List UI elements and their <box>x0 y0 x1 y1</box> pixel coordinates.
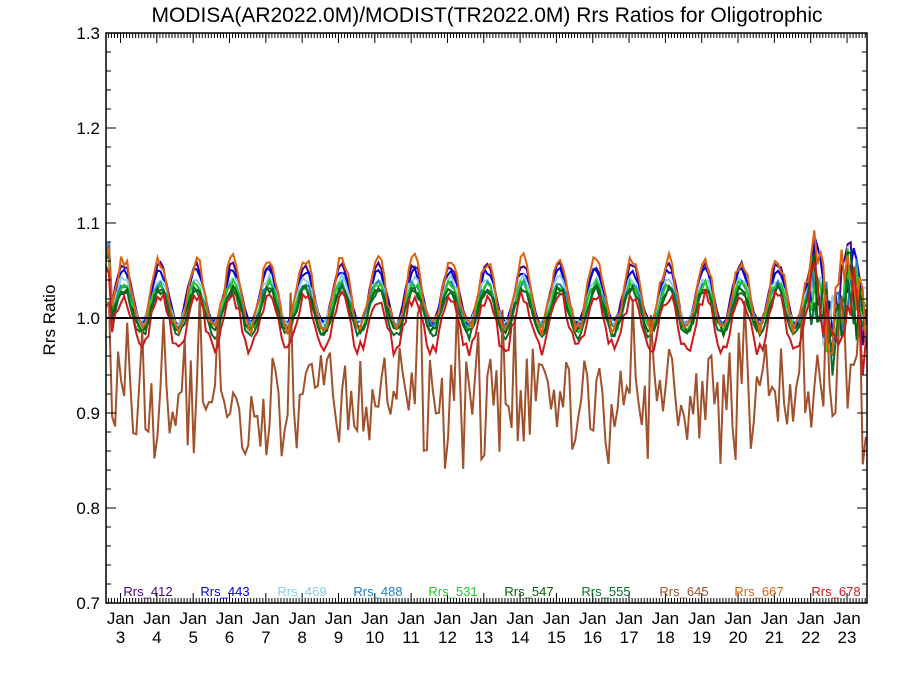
x-tick-label-month: Jan <box>107 609 134 628</box>
x-tick-label-month: Jan <box>761 609 788 628</box>
legend-item-rrs-678: Rrs_678 <box>811 584 860 599</box>
x-tick-label-year: 17 <box>620 628 639 647</box>
legend-item-rrs-531: Rrs_531 <box>428 584 477 599</box>
x-tick-label-month: Jan <box>216 609 243 628</box>
x-tick-label-month: Jan <box>652 609 679 628</box>
x-tick-label-year: 23 <box>838 628 857 647</box>
x-tick-label-year: 20 <box>729 628 748 647</box>
series-line-rrs-645 <box>106 292 867 470</box>
legend: Rrs_412 Rrs_443 Rrs_469 Rrs_488 Rrs_531 Rrs_5… <box>123 584 860 599</box>
x-tick-label-month: Jan <box>506 609 533 628</box>
x-tick-label-year: 9 <box>334 628 343 647</box>
x-tick-label-month: Jan <box>143 609 170 628</box>
legend-item-rrs-645: Rrs_645 <box>659 584 708 599</box>
axes-layer: 0.70.80.91.01.11.21.3Jan3Jan4Jan5Jan6Jan… <box>76 24 868 647</box>
series-line-rrs-555 <box>106 247 867 376</box>
x-tick-label-year: 5 <box>188 628 197 647</box>
x-tick-label-month: Jan <box>397 609 424 628</box>
legend-item-rrs-412: Rrs_412 <box>123 584 172 599</box>
x-tick-label-year: 19 <box>692 628 711 647</box>
legend-item-rrs-469: Rrs_469 <box>277 584 326 599</box>
x-tick-label-year: 13 <box>474 628 493 647</box>
x-tick-label-year: 22 <box>801 628 820 647</box>
x-tick-label-month: Jan <box>543 609 570 628</box>
x-tick-label-year: 15 <box>547 628 566 647</box>
y-tick-label: 0.7 <box>76 594 100 613</box>
x-tick-label-month: Jan <box>252 609 279 628</box>
series-line-rrs-531 <box>106 247 867 353</box>
y-axis-label: Rrs Ratio <box>40 285 59 356</box>
x-tick-label-month: Jan <box>615 609 642 628</box>
x-tick-label-year: 18 <box>656 628 675 647</box>
x-tick-label-month: Jan <box>434 609 461 628</box>
y-tick-label: 1.2 <box>76 119 100 138</box>
x-tick-label-month: Jan <box>325 609 352 628</box>
x-tick-label-month: Jan <box>579 609 606 628</box>
x-tick-label-year: 3 <box>116 628 125 647</box>
x-tick-label-year: 10 <box>365 628 384 647</box>
x-tick-label-year: 12 <box>438 628 457 647</box>
y-tick-label: 1.3 <box>76 24 100 43</box>
x-tick-label-year: 11 <box>402 628 420 647</box>
x-tick-label-month: Jan <box>470 609 497 628</box>
legend-item-rrs-488: Rrs_488 <box>353 584 402 599</box>
x-tick-label-month: Jan <box>179 609 206 628</box>
x-tick-label-year: 7 <box>261 628 270 647</box>
y-tick-label: 1.1 <box>76 214 100 233</box>
legend-item-rrs-443: Rrs_443 <box>200 584 249 599</box>
x-tick-label-month: Jan <box>288 609 315 628</box>
x-tick-label-year: 16 <box>583 628 602 647</box>
x-tick-label-year: 21 <box>765 628 784 647</box>
x-tick-label-month: Jan <box>688 609 715 628</box>
series-layer <box>106 230 867 470</box>
x-tick-label-month: Jan <box>833 609 860 628</box>
y-tick-label: 0.8 <box>76 499 100 518</box>
x-tick-label-month: Jan <box>361 609 388 628</box>
x-tick-label-month: Jan <box>797 609 824 628</box>
x-tick-label-month: Jan <box>724 609 751 628</box>
chart-title: MODISA(AR2022.0M)/MODIST(TR2022.0M) Rrs … <box>151 4 822 27</box>
y-tick-label: 0.9 <box>76 404 100 423</box>
legend-item-rrs-547: Rrs_547 <box>504 584 553 599</box>
series-line-rrs-678 <box>106 261 867 376</box>
x-tick-label-year: 6 <box>225 628 234 647</box>
legend-item-rrs-667: Rrs_667 <box>734 584 783 599</box>
x-tick-label-year: 14 <box>511 628 530 647</box>
x-tick-label-year: 4 <box>152 628 161 647</box>
y-tick-label: 1.0 <box>76 309 100 328</box>
legend-item-rrs-555: Rrs_555 <box>581 584 630 599</box>
x-tick-label-year: 8 <box>297 628 306 647</box>
series-line-rrs-667 <box>106 230 867 355</box>
